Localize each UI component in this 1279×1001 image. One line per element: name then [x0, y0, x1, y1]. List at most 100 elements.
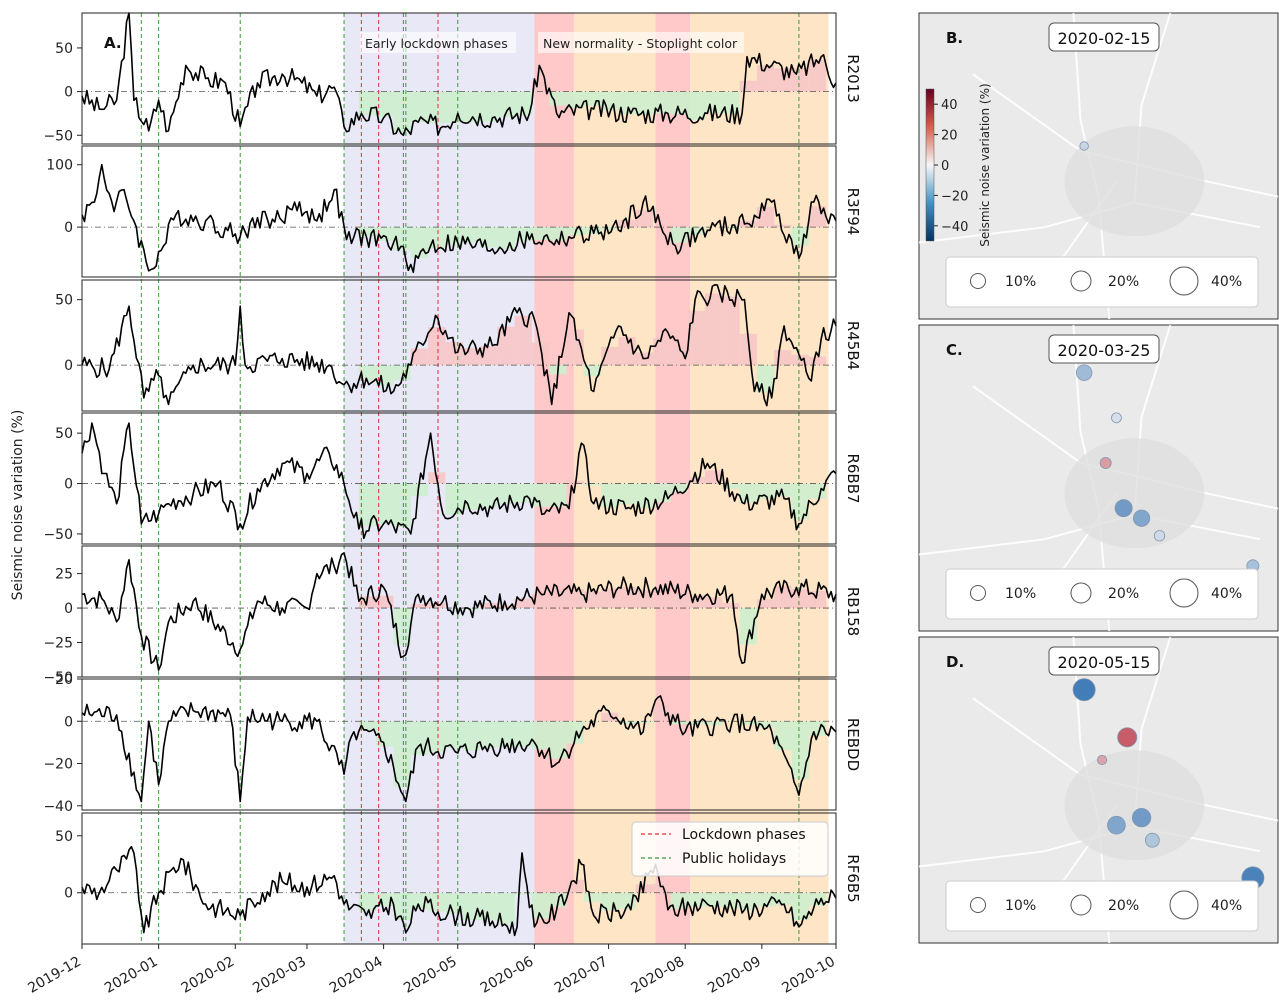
- x-tick-label: 2020-04: [327, 954, 386, 997]
- colorbar-tick-label: 20: [941, 129, 958, 144]
- size-legend-label: 20%: [1108, 898, 1139, 914]
- anomaly-fill: [774, 68, 792, 92]
- anomaly-fill: [376, 91, 394, 117]
- map-station-marker: [1097, 754, 1108, 765]
- anomaly-fill: [670, 345, 688, 366]
- map-panel-label: C.: [946, 341, 963, 359]
- annotation-normality-text: New normality - Stoplight color: [543, 36, 738, 51]
- anomaly-fill: [601, 712, 619, 722]
- anomaly-fill: [480, 227, 498, 248]
- series-line-R3F94: [81, 163, 837, 274]
- anomaly-fill: [566, 589, 584, 609]
- anomaly-fill: [549, 227, 567, 241]
- map-date-text: 2020-02-15: [1058, 29, 1151, 48]
- anomaly-fill: [531, 82, 550, 92]
- anomaly-fill: [808, 59, 827, 92]
- station-name-R2013: R2013: [844, 54, 862, 103]
- anomaly-fill: [756, 892, 775, 907]
- anomaly-fill: [756, 207, 775, 228]
- map-station-marker: [1144, 832, 1160, 848]
- subplot-frame-RF6B5: [81, 812, 837, 945]
- anomaly-fill: [618, 483, 636, 505]
- size-legend-circle: [1169, 890, 1199, 920]
- anomaly-fill: [618, 587, 636, 609]
- size-legend-label: 40%: [1211, 274, 1242, 290]
- legend-box: [631, 821, 829, 877]
- map-date-text: 2020-05-15: [1058, 653, 1151, 672]
- anomaly-fills: [358, 59, 827, 925]
- anomaly-fill: [791, 354, 809, 366]
- anomaly-fill: [445, 721, 463, 749]
- anomaly-fill: [687, 91, 705, 121]
- y-tick-label: 50: [55, 293, 73, 309]
- anomaly-fill: [704, 597, 723, 609]
- anomaly-fill: [808, 892, 827, 906]
- subplot-frame-REBDD: [81, 678, 837, 811]
- size-legend-circle: [1070, 270, 1092, 292]
- x-tick-label: 2020-10: [779, 954, 838, 997]
- anomaly-fill: [480, 483, 498, 508]
- anomaly-fill: [376, 595, 394, 609]
- panel-label-a: A.: [104, 34, 122, 52]
- anomaly-fill: [635, 590, 654, 609]
- map-station-marker: [1107, 815, 1126, 835]
- colorbar-tick-label: 0: [941, 159, 949, 174]
- series-line-RB158: [81, 552, 837, 671]
- anomaly-fill: [514, 721, 532, 748]
- anomaly-fill: [531, 483, 550, 507]
- x-tick-label: 2020-03: [250, 954, 309, 997]
- anomaly-fill: [376, 483, 394, 524]
- y-tick-label: −50: [43, 527, 73, 543]
- x-tick-label: 2020-09: [705, 954, 764, 997]
- y-tick-label: 0: [64, 477, 73, 493]
- series-line-REBDD: [81, 695, 837, 803]
- map-urban-area: [1064, 438, 1205, 549]
- annotation-normality: New normality - Stoplight color: [538, 32, 744, 53]
- anomaly-fill: [774, 585, 792, 609]
- anomaly-fill: [601, 588, 619, 609]
- anomaly-fill: [480, 602, 498, 609]
- y-tick-label: 50: [55, 829, 73, 845]
- size-legend-label: 40%: [1211, 898, 1242, 914]
- subplot-frame-RB158: [81, 545, 837, 678]
- map-date-box: [1048, 646, 1160, 676]
- anomaly-fill: [428, 602, 446, 609]
- anomaly-fill: [670, 91, 688, 115]
- anomaly-fill: [531, 342, 550, 366]
- y-tick-label: 25: [55, 567, 73, 583]
- size-legend-label: 20%: [1108, 586, 1139, 602]
- station-name-RF6B5: RF6B5: [844, 854, 862, 902]
- colorbar-label: Seismic noise variation (%): [978, 83, 992, 246]
- anomaly-fill: [393, 483, 411, 527]
- map-date-box: [1048, 334, 1160, 364]
- anomaly-fill: [722, 483, 740, 489]
- station-name-R3F94: R3F94: [844, 188, 862, 236]
- map-station-marker: [1131, 808, 1152, 828]
- anomaly-fill: [756, 483, 775, 499]
- anomaly-fill: [531, 227, 550, 240]
- colorbar-tick-label: −20: [941, 189, 968, 204]
- anomaly-fill: [531, 593, 550, 609]
- anomaly-fill: [739, 721, 757, 725]
- anomaly-fill: [358, 483, 377, 527]
- anomaly-fill: [791, 589, 809, 609]
- size-legend-circle: [970, 897, 986, 913]
- anomaly-fill: [358, 721, 377, 730]
- anomaly-fill: [722, 296, 740, 366]
- y-tick-label: 0: [64, 358, 73, 374]
- x-tick-label: 2020-05: [401, 954, 460, 997]
- anomaly-fill: [462, 91, 481, 122]
- station-name-R6BB7: R6BB7: [844, 453, 862, 503]
- anomaly-fill: [583, 365, 602, 376]
- colorbar-tick-label: 40: [941, 98, 958, 113]
- phase-band-2: [573, 13, 656, 944]
- map-station-marker: [1075, 364, 1093, 381]
- phase-band-1: [534, 13, 574, 944]
- phase-band-3: [655, 13, 691, 944]
- y-tick-label: 0: [64, 601, 73, 617]
- anomaly-fill: [808, 590, 827, 609]
- anomaly-fill: [514, 598, 532, 609]
- anomaly-fill: [722, 91, 740, 115]
- size-legend-label: 10%: [1005, 898, 1036, 914]
- map-date-text: 2020-03-25: [1058, 341, 1151, 360]
